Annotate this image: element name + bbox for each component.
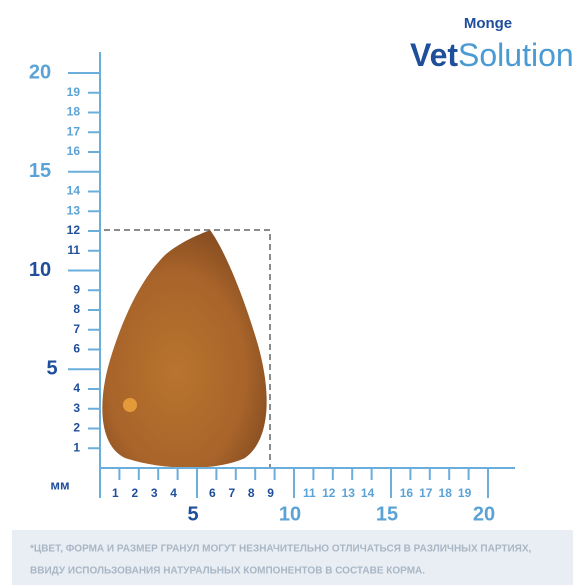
y-major-label: 15 (29, 160, 51, 182)
x-tick-label: 17 (419, 486, 433, 500)
product-first: Vet (410, 37, 458, 73)
x-tick-label: 8 (248, 486, 255, 500)
y-tick-label: 4 (73, 381, 80, 395)
x-major-label: 5 (187, 503, 198, 525)
x-tick-label: 7 (228, 486, 235, 500)
y-tick-label: 8 (73, 302, 80, 316)
kibble (102, 230, 267, 468)
disclaimer-line: ВВИДУ ИСПОЛЬЗОВАНИЯ НАТУРАЛЬНЫХ КОМПОНЕН… (30, 566, 425, 577)
product-second: Solution (458, 37, 574, 73)
x-major-label: 15 (376, 503, 398, 525)
unit-label: мм (50, 477, 69, 492)
x-tick-label: 3 (151, 486, 158, 500)
x-tick-label: 11 (303, 486, 316, 500)
y-tick-label: 16 (67, 144, 81, 158)
y-tick-label: 1 (73, 440, 80, 454)
y-tick-label: 11 (67, 243, 80, 257)
y-major-label: 10 (29, 259, 51, 281)
size-box (104, 229, 271, 468)
y-major-label: 5 (46, 358, 57, 380)
x-tick-label: 2 (131, 486, 138, 500)
x-tick-label: 6 (209, 486, 216, 500)
y-tick-label: 14 (67, 184, 81, 198)
x-tick-label: 12 (322, 486, 336, 500)
y-tick-label: 13 (67, 203, 81, 217)
y-tick-label: 9 (73, 282, 80, 296)
x-tick-label: 18 (439, 486, 453, 500)
disclaimer-line: *ЦВЕТ, ФОРМА И РАЗМЕР ГРАНУЛ МОГУТ НЕЗНА… (30, 544, 532, 555)
footer-band (12, 530, 573, 585)
x-tick-label: 4 (170, 486, 177, 500)
x-major-label: 20 (473, 503, 495, 525)
y-tick-label: 6 (73, 342, 80, 356)
y-major-label: 20 (29, 61, 51, 83)
x-tick-label: 16 (400, 486, 414, 500)
y-tick-label: 3 (73, 401, 80, 415)
y-tick-label: 19 (67, 85, 81, 99)
x-tick-label: 9 (267, 486, 274, 500)
y-tick-label: 12 (67, 223, 81, 237)
x-tick-label: 13 (342, 486, 356, 500)
brand: Monge (464, 15, 512, 32)
x-tick-label: 19 (458, 486, 472, 500)
y-tick-label: 18 (67, 105, 81, 119)
x-major-label: 10 (279, 503, 301, 525)
x-tick-label: 1 (112, 486, 119, 500)
x-tick-label: 14 (361, 486, 375, 500)
product-name: VetSolution (410, 37, 574, 73)
kibble-spot (123, 398, 137, 412)
y-tick-label: 2 (73, 421, 80, 435)
y-tick-label: 17 (67, 124, 81, 138)
y-tick-label: 7 (73, 322, 80, 336)
